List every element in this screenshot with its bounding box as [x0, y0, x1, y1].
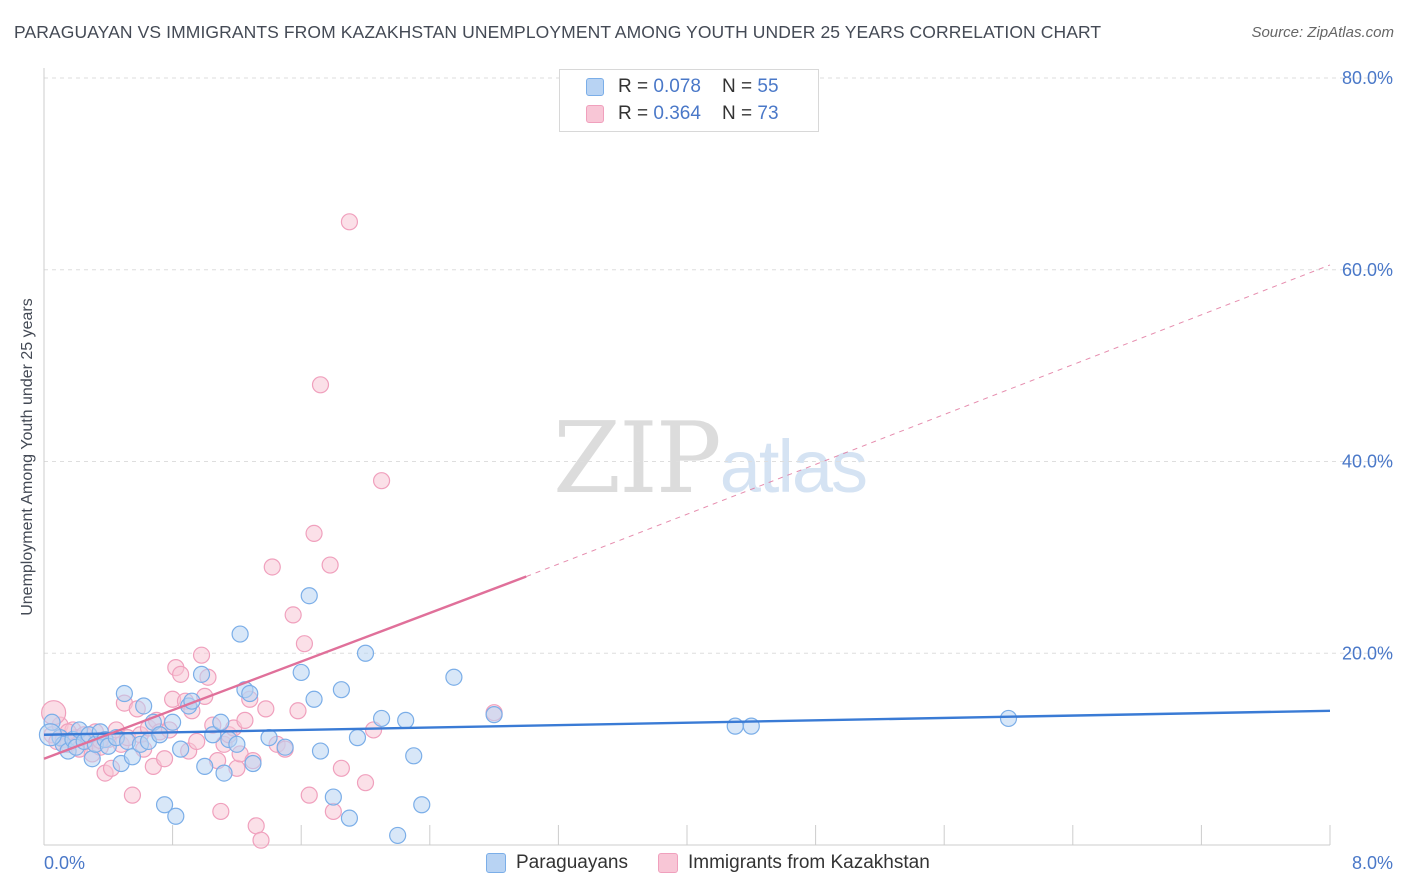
paraguayan-point: [172, 740, 190, 758]
legend-row-paraguayans: R = 0.078 N = 55: [586, 75, 779, 99]
kazakhstan-point: [284, 606, 302, 624]
paraguayan-point: [332, 681, 350, 699]
watermark-logo: ZIPatlas: [553, 402, 868, 516]
kazakhstan-point: [332, 759, 350, 777]
paraguayan-point: [123, 748, 142, 766]
correlation-legend: R = 0.078 N = 55 R = 0.364 N = 73: [559, 69, 819, 132]
kazakhstan-point: [236, 711, 254, 729]
paraguayan-point: [413, 796, 431, 814]
kazakhstan-point: [340, 213, 359, 231]
paraguayan-point: [305, 690, 323, 708]
trend-line-kazakhstan: [43, 575, 527, 760]
kazakhstan-point: [321, 556, 339, 574]
paraguayan-point: [164, 713, 182, 731]
legend-swatch-paraguayans: [586, 78, 604, 96]
kazakhstan-point: [123, 786, 142, 804]
kazakhstan-point: [356, 774, 375, 792]
trend-lines: [43, 264, 1331, 760]
paraguayan-point: [260, 729, 278, 747]
kazakhstan-point: [172, 665, 190, 683]
trend-extension-kazakhstan: [526, 264, 1331, 578]
y-tick-label: 60.0%: [1342, 260, 1393, 280]
kazakhstan-point: [257, 700, 275, 718]
legend-n-label: N =: [700, 103, 758, 124]
legend-item-kazakhstan: Immigrants from Kazakhstan: [657, 852, 930, 874]
paraguayan-point: [445, 668, 463, 686]
kazakhstan-point: [311, 376, 330, 394]
legend-label-paraguayans: Paraguayans: [516, 852, 628, 873]
paraguayan-point: [155, 796, 174, 814]
paraguayan-point: [324, 788, 342, 806]
paraguayan-point: [292, 663, 310, 682]
paraguayan-point: [215, 764, 233, 782]
paraguayan-point: [485, 706, 503, 724]
paraguayan-point: [228, 735, 246, 753]
kazakhstan-point: [305, 524, 323, 543]
legend-r-label: R =: [618, 103, 654, 124]
kazakhstan-point: [263, 558, 281, 576]
legend-n-label: N =: [700, 76, 758, 97]
kazakhstan-point: [252, 831, 270, 849]
paraguayan-point: [372, 709, 391, 728]
paraguayan-point: [397, 711, 415, 729]
kazakhstan-point: [324, 802, 342, 821]
chart-title: PARAGUAYAN VS IMMIGRANTS FROM KAZAKHSTAN…: [14, 22, 1102, 42]
kazakhstan-point: [247, 817, 265, 835]
paraguayan-point: [241, 684, 259, 703]
paraguayan-point: [348, 729, 367, 747]
kazakhstan-point: [300, 786, 318, 804]
paraguayan-point: [83, 750, 101, 768]
paraguayan-point: [300, 587, 318, 605]
paraguayan-point: [151, 726, 169, 744]
paraguayan-point: [212, 713, 230, 731]
kazakhstan-point: [372, 472, 391, 490]
series-legend: Paraguayans Immigrants from Kazakhstan: [486, 852, 960, 874]
legend-r-value: 0.364: [653, 103, 701, 124]
paraguayan-point: [244, 754, 262, 773]
paraguayan-point: [115, 684, 133, 703]
paraguayan-point: [231, 625, 249, 643]
paraguayan-point: [389, 826, 407, 845]
kazakhstan-point: [188, 732, 206, 751]
legend-n-value: 73: [757, 103, 779, 124]
paraguayan-point: [276, 738, 294, 756]
legend-label-kazakhstan: Immigrants from Kazakhstan: [687, 852, 930, 873]
kazakhstan-point: [295, 635, 314, 653]
y-tick-label: 20.0%: [1342, 643, 1393, 663]
legend-r-label: R =: [618, 76, 654, 97]
trend-line-paraguayans: [43, 709, 1331, 736]
chart-source: Source: ZipAtlas.com: [1251, 24, 1394, 41]
legend-n-value: 55: [757, 76, 779, 97]
kazakhstan-point: [192, 646, 211, 664]
tick-labels: 20.0% 40.0% 60.0% 80.0% 0.0% 8.0%: [44, 68, 1393, 873]
paraguayan-point: [726, 717, 744, 735]
legend-row-kazakhstan: R = 0.364 N = 73: [586, 102, 779, 126]
x-tick-label: 0.0%: [44, 853, 85, 873]
paraguayan-point: [135, 697, 153, 715]
paraguayan-point: [196, 757, 214, 775]
gridlines: [44, 77, 1392, 654]
paraguayan-point: [356, 644, 375, 662]
x-tick-label: 8.0%: [1352, 853, 1393, 873]
legend-item-paraguayans: Paraguayans: [486, 852, 628, 874]
paraguayan-point: [999, 709, 1018, 728]
kazakhstan-point: [212, 802, 230, 821]
y-tick-label: 80.0%: [1342, 68, 1393, 88]
kazakhstan-point: [289, 702, 307, 720]
y-tick-label: 40.0%: [1342, 452, 1393, 472]
paraguayan-point: [340, 809, 359, 827]
paraguayan-point: [167, 807, 185, 825]
legend-swatch-paraguayans: [486, 853, 506, 873]
kazakhstan-point: [155, 750, 174, 768]
paraguayan-point: [311, 742, 330, 760]
legend-swatch-kazakhstan: [586, 105, 604, 123]
paraguayan-point: [405, 747, 423, 765]
legend-r-value: 0.078: [653, 76, 701, 97]
legend-swatch-kazakhstan: [657, 853, 678, 873]
paraguayan-point: [192, 665, 211, 683]
